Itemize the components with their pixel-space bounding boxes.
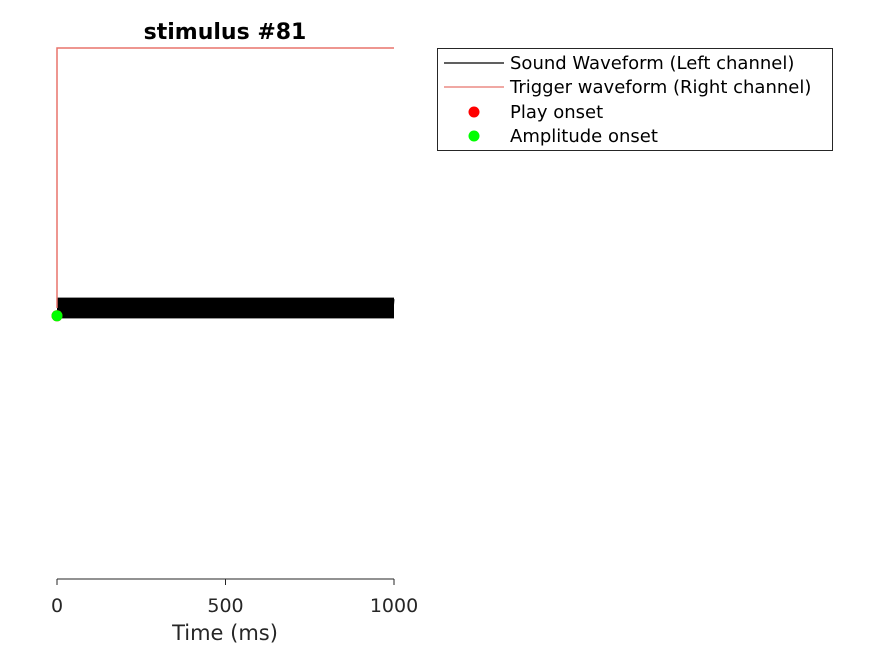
legend-swatch-marker	[468, 106, 480, 118]
legend-box	[437, 48, 833, 151]
x-tick-label: 500	[207, 595, 243, 617]
legend-entry-label: Sound Waveform (Left channel)	[510, 53, 794, 74]
legend-entry-label: Trigger waveform (Right channel)	[509, 77, 811, 98]
x-tick-label: 1000	[370, 595, 418, 617]
x-tick-label: 0	[51, 595, 63, 617]
series-sound-waveform	[56, 299, 395, 317]
plot-area	[51, 47, 395, 322]
legend-entry-label: Play onset	[510, 102, 603, 123]
legend-entry-label: Amplitude onset	[510, 126, 658, 147]
chart-title: stimulus #81	[144, 20, 307, 45]
series-trigger-waveform	[56, 47, 394, 308]
marker-amplitude-onset	[51, 310, 63, 322]
legend: Sound Waveform (Left channel) Trigger wav…	[437, 48, 833, 151]
x-axis: 0 500 1000 Time (ms)	[51, 578, 418, 645]
x-axis-label: Time (ms)	[171, 621, 278, 645]
legend-swatch-marker	[468, 130, 480, 142]
